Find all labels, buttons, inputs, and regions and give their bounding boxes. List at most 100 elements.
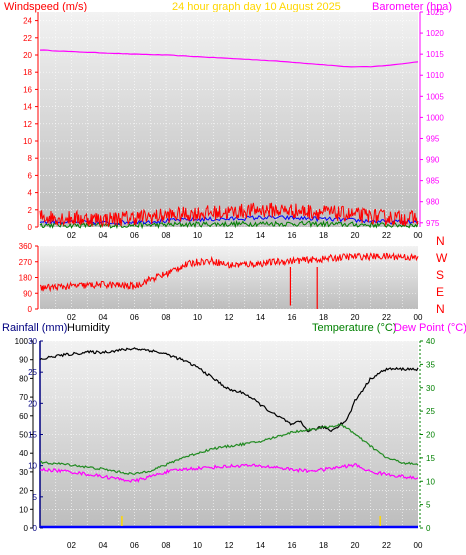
compass-label: E [436,285,444,299]
temperature-line [39,423,419,476]
direction-x-tick-label: 16 [288,313,297,322]
wind-tick-label: 0 [28,223,33,232]
wind-x-tick-label: 22 [382,231,391,240]
rain-tick-label: 30 [28,337,37,346]
direction-x-tick-label: 08 [162,313,171,322]
temp-x-tick-label: 00 [414,541,423,550]
wind-tick-label: 12 [23,120,32,129]
direction-x-tick-label: 00 [414,313,423,322]
wind-axis-label: Windspeed (m/s) [4,1,87,13]
chart-title: 24 hour graph day 10 August 2025 [172,1,341,13]
humidity-line [39,347,419,433]
humidity-tick-label: 60 [19,412,28,421]
wind-tick-label: 4 [28,189,33,198]
wind-x-tick-label: 12 [225,231,234,240]
temp-tick-label: 0 [426,524,431,533]
temp-axis-label: Temperature (°C) [312,322,396,334]
temp-tick-label: 20 [426,431,435,440]
compass-label: W [436,251,448,265]
temp-x-tick-label: 12 [225,541,234,550]
wind-tick-label: 6 [28,171,33,180]
wind-x-tick-label: 06 [130,231,139,240]
humidity-tick-label: 90 [19,356,28,365]
direction-x-tick-label: 04 [99,313,108,322]
compass-label: S [436,268,444,282]
direction-x-tick-label: 18 [319,313,328,322]
temp-x-tick-label: 10 [193,541,202,550]
rain-tick-label: 10 [28,462,37,471]
direction-x-tick-label: 14 [256,313,265,322]
rain-axis-label: Rainfall (mm) [2,322,67,334]
rain-tick-label: 15 [28,431,37,440]
baro-tick-label: 1015 [426,50,444,59]
humidity-tick-label: 100 [15,337,29,346]
compass-label: N [436,234,445,248]
direction-x-tick-label: 12 [225,313,234,322]
direction-x-tick-label: 10 [193,313,202,322]
rain-tick-label: 5 [33,493,38,502]
temp-x-tick-label: 16 [288,541,297,550]
wind-x-tick-label: 08 [162,231,171,240]
direction-tick-label: 180 [19,274,33,283]
wind-tick-label: 10 [23,137,32,146]
direction-x-tick-label: 22 [382,313,391,322]
temp-x-tick-label: 02 [67,541,76,550]
wind-tick-label: 2 [28,206,33,215]
wind-x-tick-label: 02 [67,231,76,240]
temp-x-tick-label: 20 [351,541,360,550]
rain-tick-label: 0 [33,524,38,533]
humidity-tick-label: 40 [19,449,28,458]
temp-x-tick-label: 14 [256,541,265,550]
temp-x-tick-label: 04 [99,541,108,550]
temp-x-tick-label: 06 [130,541,139,550]
baro-tick-label: 1000 [426,113,444,122]
direction-tick-label: 90 [23,289,32,298]
baro-tick-label: 990 [426,156,440,165]
wind-x-tick-label: 20 [351,231,360,240]
wind-x-tick-label: 18 [319,231,328,240]
baro-axis-label: Barometer (hpa) [372,1,452,13]
windspeed-line [39,202,419,228]
baro-tick-label: 1010 [426,71,444,80]
rain-tick-label: 25 [28,368,37,377]
compass-label: N [436,302,445,316]
direction-tick-label: 270 [19,258,33,267]
humidity-tick-label: 30 [19,468,28,477]
wind-tick-label: 16 [23,85,32,94]
temp-tick-label: 40 [426,337,435,346]
direction-tick-label: 360 [19,242,33,251]
wind-tick-label: 18 [23,68,32,77]
wind-x-tick-label: 16 [288,231,297,240]
humidity-tick-label: 80 [19,374,28,383]
temp-x-tick-label: 08 [162,541,171,550]
humidity-tick-label: 20 [19,487,28,496]
wind-tick-label: 14 [23,103,32,112]
barometer-line [39,49,419,68]
humidity-axis-label: Humidity [67,322,110,334]
wind-x-tick-label: 00 [414,231,423,240]
wind-direction-line [39,251,419,293]
wind-x-tick-label: 10 [193,231,202,240]
wind-tick-label: 20 [23,51,32,60]
direction-x-tick-label: 02 [67,313,76,322]
baro-tick-label: 1025 [426,8,444,17]
baro-tick-label: 1005 [426,92,444,101]
wind-tick-label: 8 [28,154,33,163]
direction-tick-label: 0 [28,305,33,314]
wind-x-tick-label: 04 [99,231,108,240]
temp-x-tick-label: 18 [319,541,328,550]
dewpoint-line [39,463,419,483]
humidity-tick-label: 50 [19,431,28,440]
temp-tick-label: 30 [426,384,435,393]
temp-tick-label: 25 [426,407,435,416]
humidity-tick-label: 10 [19,505,28,514]
wind-panel [40,12,418,227]
dew-axis-label: Dew Point (°C) [394,322,466,334]
rain-tick-label: 20 [28,399,37,408]
baro-tick-label: 985 [426,177,440,186]
temp-tick-label: 10 [426,477,435,486]
direction-x-tick-label: 06 [130,313,139,322]
baro-tick-label: 980 [426,198,440,207]
temp-tick-label: 15 [426,454,435,463]
